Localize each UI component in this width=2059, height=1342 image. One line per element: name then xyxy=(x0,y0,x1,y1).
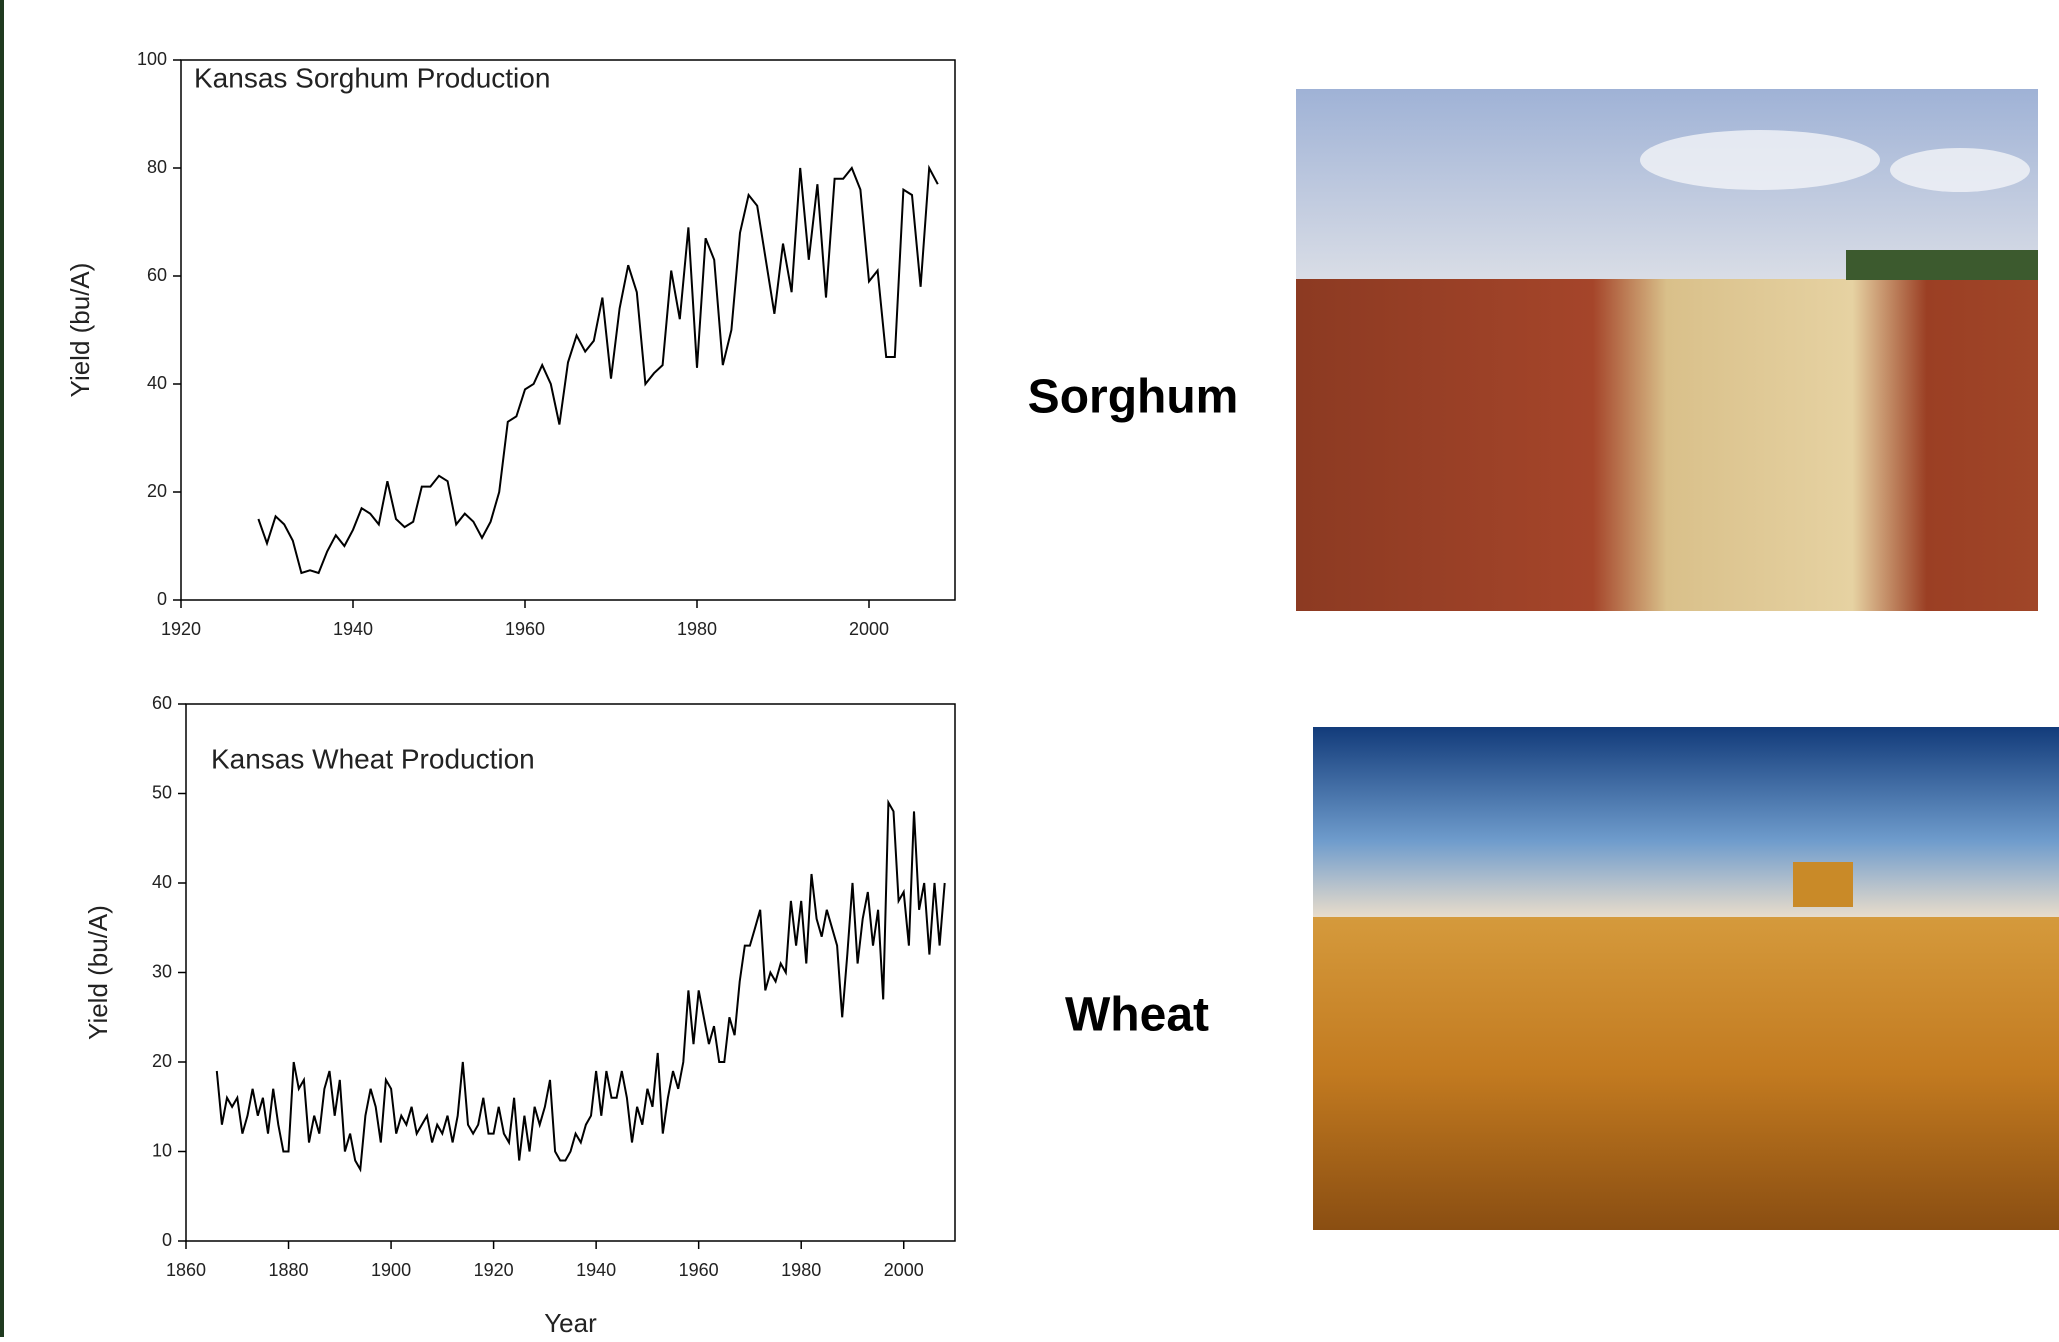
sorghum-photo xyxy=(1296,89,2038,611)
data-line xyxy=(257,164,939,575)
y-tick-label: 30 xyxy=(152,961,172,981)
chart-title: Kansas Wheat Production xyxy=(211,743,535,774)
crop-label: Wheat xyxy=(1065,989,1209,1042)
x-tick-label: 1980 xyxy=(677,619,717,639)
x-tick-label: 1900 xyxy=(371,1260,411,1280)
x-tick-label: 2000 xyxy=(849,619,889,639)
x-tick-label: 2000 xyxy=(884,1260,924,1280)
wheat-photo xyxy=(1313,727,2059,1230)
x-axis-label: Year xyxy=(544,1308,597,1337)
x-tick-label: 1920 xyxy=(474,1260,514,1280)
y-tick-label: 60 xyxy=(147,265,167,285)
x-tick-label: 1940 xyxy=(576,1260,616,1280)
y-axis-label: Yield (bu/A) xyxy=(65,263,95,398)
x-tick-label: 1940 xyxy=(333,619,373,639)
y-tick-label: 20 xyxy=(152,1051,172,1071)
y-tick-label: 20 xyxy=(147,481,167,501)
chart-title: Kansas Sorghum Production xyxy=(194,62,550,93)
y-tick-label: 80 xyxy=(147,157,167,177)
y-tick-label: 50 xyxy=(152,782,172,802)
data-line xyxy=(215,798,946,1173)
y-tick-label: 60 xyxy=(152,693,172,713)
y-tick-label: 0 xyxy=(157,589,167,609)
y-tick-label: 10 xyxy=(152,1140,172,1160)
plot-frame xyxy=(180,59,956,601)
y-tick-label: 40 xyxy=(147,373,167,393)
x-tick-label: 1960 xyxy=(505,619,545,639)
x-tick-label: 1980 xyxy=(781,1260,821,1280)
x-tick-label: 1920 xyxy=(161,619,201,639)
x-tick-label: 1860 xyxy=(166,1260,206,1280)
crop-label: Sorghum xyxy=(1028,371,1239,424)
y-tick-label: 100 xyxy=(137,49,167,69)
y-tick-label: 0 xyxy=(162,1230,172,1250)
y-axis-label: Yield (bu/A) xyxy=(83,905,113,1040)
x-tick-label: 1960 xyxy=(679,1260,719,1280)
y-tick-label: 40 xyxy=(152,872,172,892)
x-tick-label: 1880 xyxy=(269,1260,309,1280)
slide-border xyxy=(0,0,4,1337)
